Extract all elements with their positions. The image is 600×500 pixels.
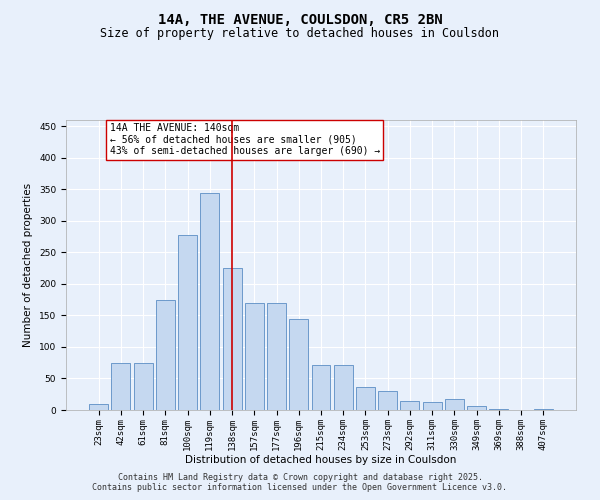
Bar: [467, 406, 486, 410]
Bar: [378, 391, 397, 410]
Bar: [223, 268, 242, 410]
Bar: [289, 318, 308, 410]
Bar: [311, 364, 331, 410]
Bar: [400, 401, 419, 410]
Bar: [267, 303, 286, 410]
Bar: [356, 386, 375, 410]
Text: Contains HM Land Registry data © Crown copyright and database right 2025.
Contai: Contains HM Land Registry data © Crown c…: [92, 473, 508, 492]
Bar: [334, 364, 353, 410]
Bar: [245, 303, 264, 410]
Bar: [156, 300, 175, 410]
Bar: [134, 362, 152, 410]
Bar: [112, 362, 130, 410]
Text: Size of property relative to detached houses in Coulsdon: Size of property relative to detached ho…: [101, 28, 499, 40]
Text: 14A, THE AVENUE, COULSDON, CR5 2BN: 14A, THE AVENUE, COULSDON, CR5 2BN: [158, 12, 442, 26]
Bar: [89, 404, 108, 410]
Bar: [423, 402, 442, 410]
X-axis label: Distribution of detached houses by size in Coulsdon: Distribution of detached houses by size …: [185, 456, 457, 466]
Text: 14A THE AVENUE: 140sqm
← 56% of detached houses are smaller (905)
43% of semi-de: 14A THE AVENUE: 140sqm ← 56% of detached…: [110, 123, 380, 156]
Bar: [445, 398, 464, 410]
Bar: [178, 234, 197, 410]
Y-axis label: Number of detached properties: Number of detached properties: [23, 183, 34, 347]
Bar: [200, 192, 219, 410]
